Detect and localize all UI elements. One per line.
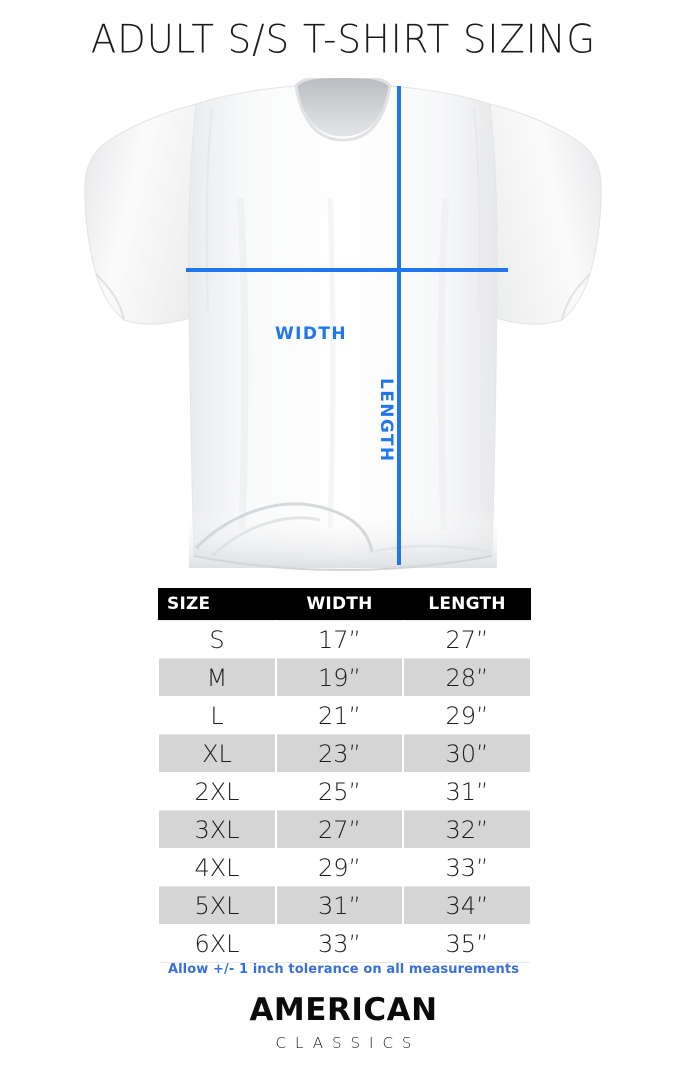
cell-width: 33” [275,924,404,963]
table-row: S 17” 27” [157,620,532,659]
cell-size: L [157,696,277,735]
brand-name-primary: AMERICAN [249,992,438,1028]
cell-length: 34” [402,886,532,925]
table-row: 4XL 29” 33” [157,848,532,887]
tolerance-note: Allow +/- 1 inch tolerance on all measur… [167,962,520,977]
size-table: SIZE WIDTH LENGTH S 17” 27” M 19” 28” L … [157,588,532,963]
cell-size: 4XL [157,848,277,887]
cell-size: XL [157,734,277,773]
table-row: 6XL 33” 35” [157,924,532,963]
table-header-row: SIZE WIDTH LENGTH [158,588,531,621]
page-title: ADULT S/S T-SHIRT SIZING [90,16,597,63]
tshirt-illustration: WIDTH LENGTH [0,78,687,578]
cell-length: 28” [402,658,532,697]
column-header-size: SIZE [158,588,276,621]
width-measure-label: WIDTH [275,324,348,344]
cell-size: 2XL [157,772,277,811]
brand-name-secondary: CLASSICS [275,1034,421,1052]
column-header-length: LENGTH [403,588,531,621]
cell-size: M [157,658,277,697]
cell-length: 35” [402,924,532,963]
cell-width: 21” [275,696,404,735]
cell-width: 31” [275,886,404,925]
table-row: 2XL 25” 31” [157,772,532,811]
cell-width: 27” [275,810,404,849]
cell-length: 32” [402,810,532,849]
tshirt-graphic [84,78,602,572]
cell-size: 3XL [157,810,277,849]
table-row: 3XL 27” 32” [157,810,532,849]
cell-size: S [157,620,277,659]
cell-size: 6XL [157,924,277,963]
cell-width: 23” [275,734,404,773]
column-header-width: WIDTH [276,588,403,621]
length-measure-label: LENGTH [376,378,396,463]
cell-length: 27” [402,620,532,659]
table-row: 5XL 31” 34” [157,886,532,925]
cell-length: 33” [402,848,532,887]
cell-width: 19” [275,658,404,697]
cell-width: 29” [275,848,404,887]
table-row: M 19” 28” [157,658,532,697]
cell-width: 17” [275,620,404,659]
cell-width: 25” [275,772,404,811]
cell-size: 5XL [157,886,277,925]
cell-length: 31” [402,772,532,811]
table-row: L 21” 29” [157,696,532,735]
cell-length: 29” [402,696,532,735]
table-row: XL 23” 30” [157,734,532,773]
cell-length: 30” [402,734,532,773]
